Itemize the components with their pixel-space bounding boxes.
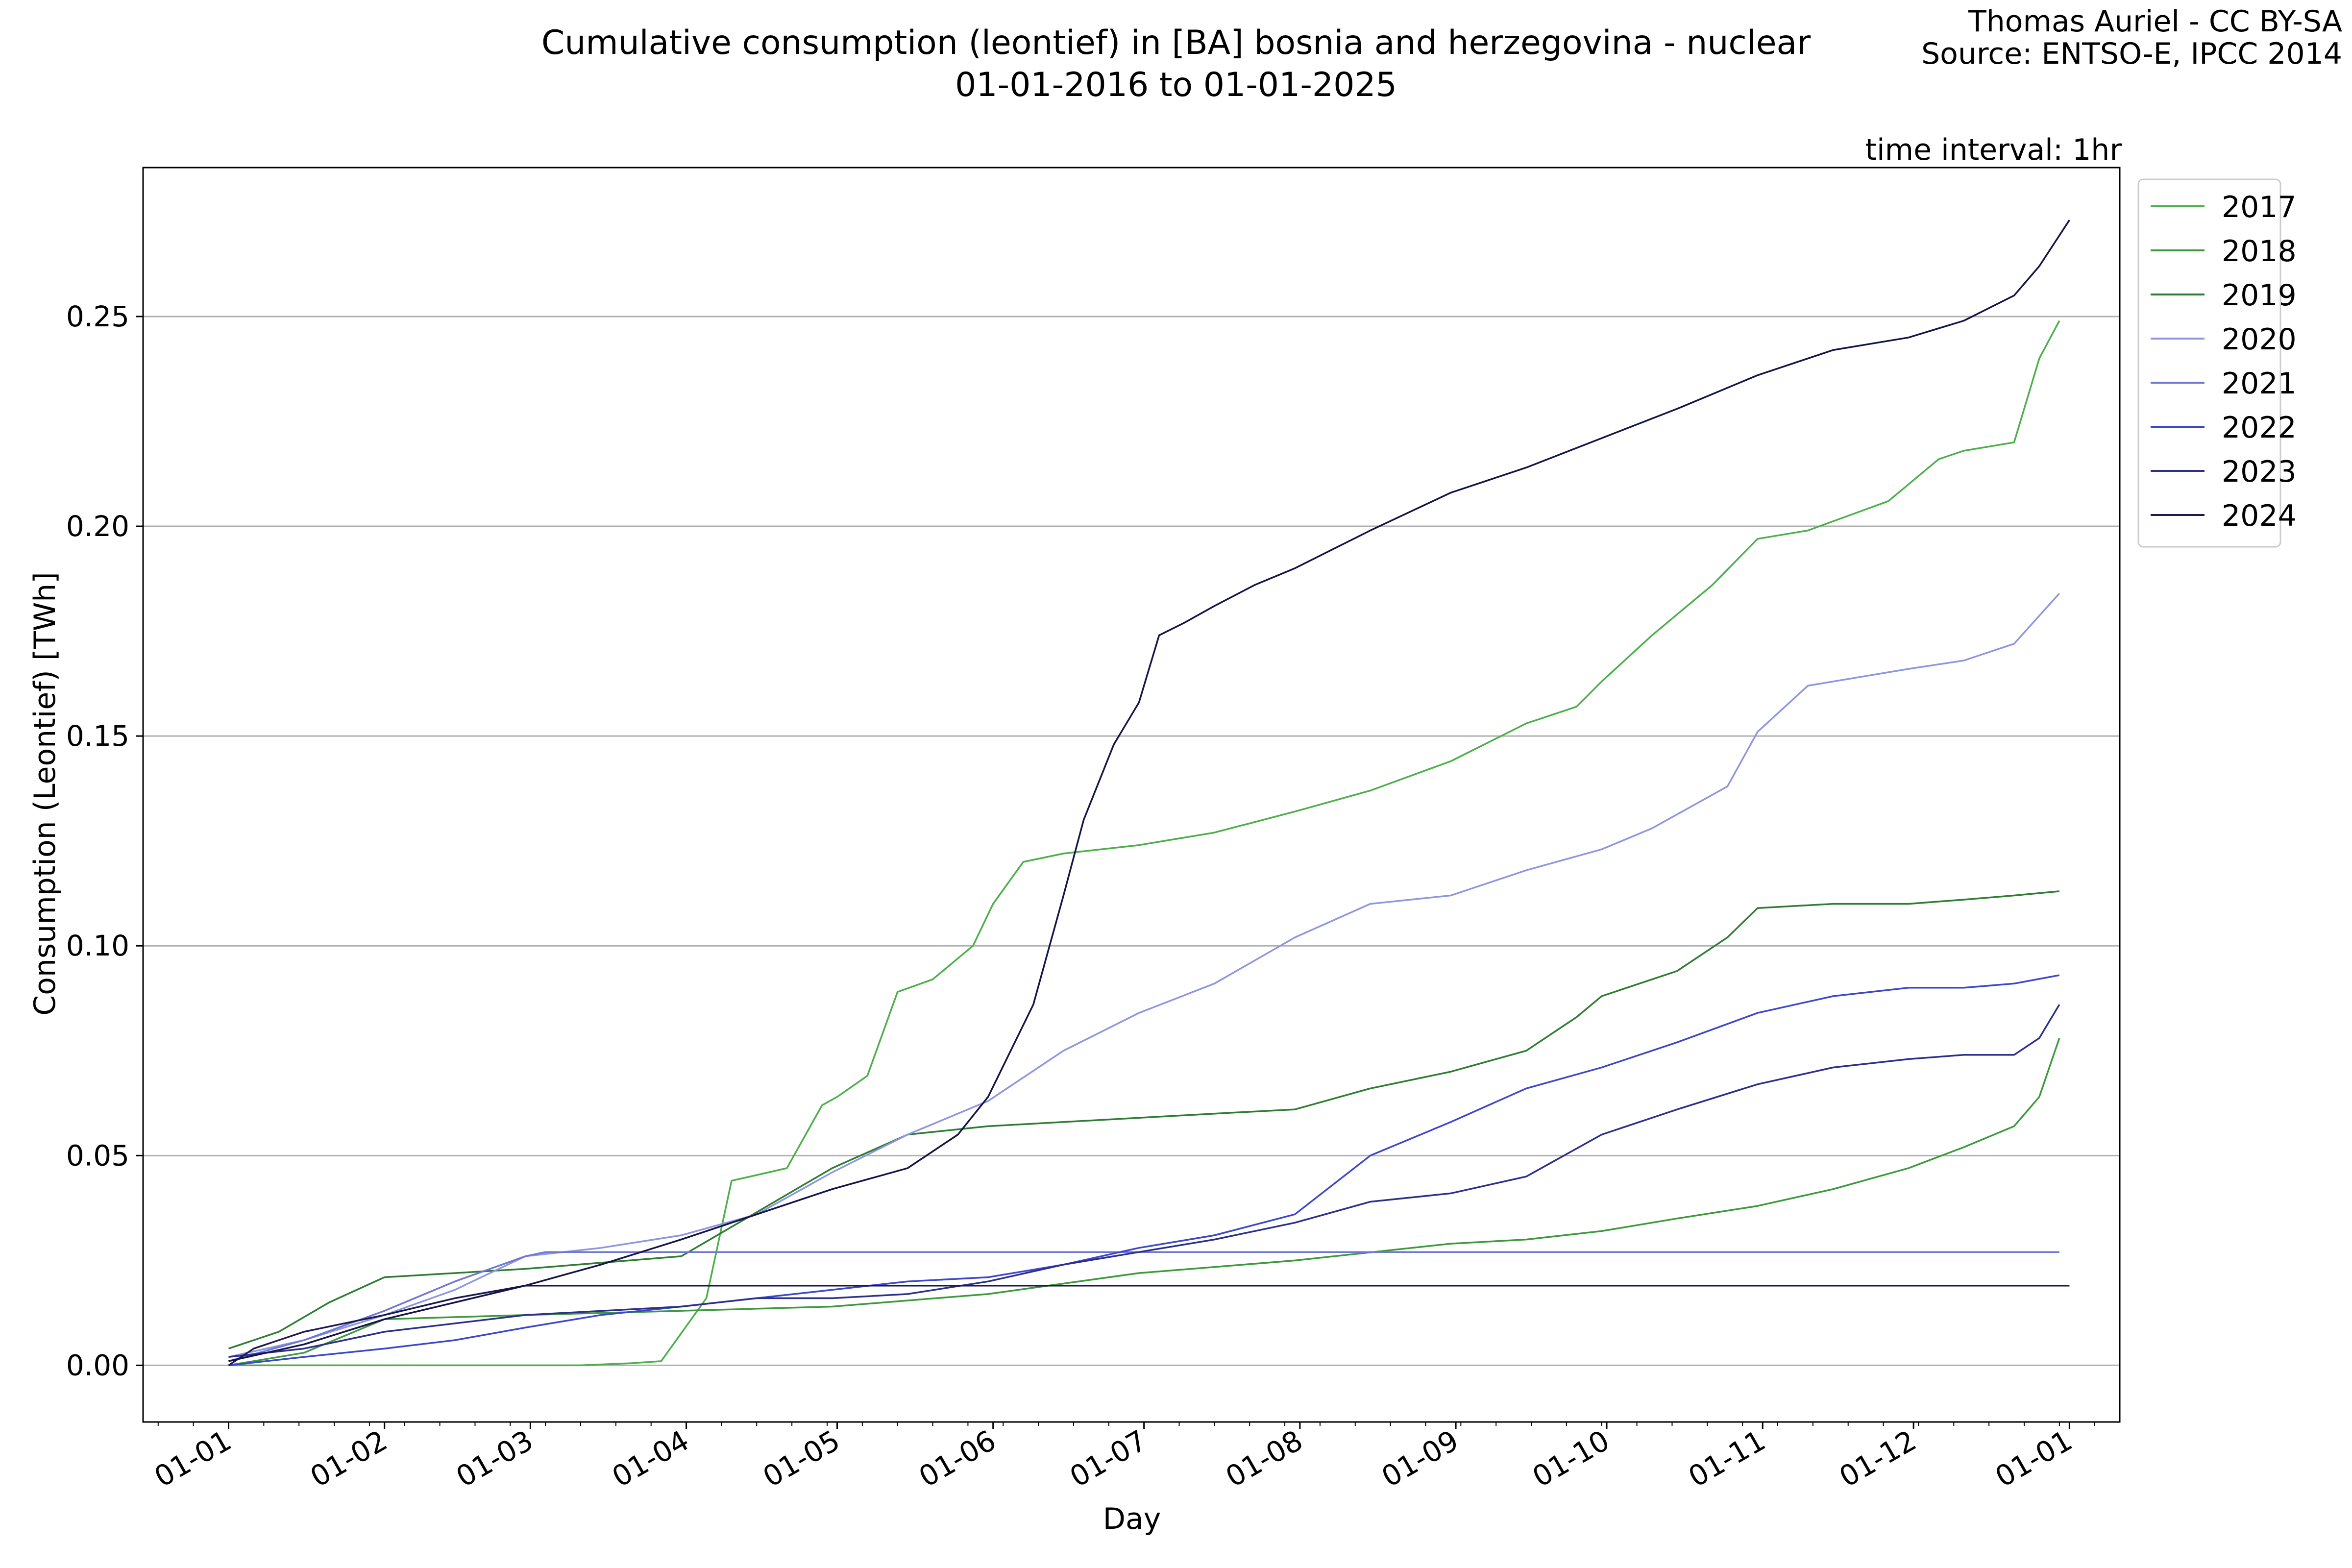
x-tick-label: 01-09	[1376, 1423, 1464, 1494]
credit-source: Source: ENTSO-E, IPCC 2014	[1921, 37, 2342, 71]
y-tick-label: 0.15	[66, 719, 129, 753]
grid	[143, 316, 2120, 1366]
series-line-2024	[228, 220, 2070, 1362]
axes: 0.00 0.05 0.10 0.15 0.20 0.25 01-01 01-02 01-03 0…	[66, 300, 2095, 1494]
y-tick-label: 0.25	[66, 300, 129, 333]
x-tick-label: 01-04	[607, 1423, 695, 1494]
legend-label: 2023	[2222, 455, 2297, 489]
y-tick-label: 0.10	[66, 929, 129, 962]
x-tick-label: 01-08	[1220, 1423, 1308, 1494]
y-tick-label: 0.00	[66, 1348, 129, 1382]
series-line-2020	[228, 592, 2060, 1358]
chart-title: Cumulative consumption (leontief) in [BA…	[541, 24, 1811, 62]
series-line-2022	[228, 974, 2060, 1367]
legend-label: 2024	[2222, 499, 2297, 533]
x-tick-label: 01-10	[1527, 1423, 1615, 1494]
x-axis-label: Day	[1103, 1502, 1161, 1536]
time-interval-label: time interval: 1hr	[1865, 133, 2122, 167]
series-line-2019	[228, 890, 2059, 1349]
series-line-2021	[228, 1251, 2059, 1362]
y-axis-label: Consumption (Leontief) [TWh]	[28, 572, 62, 1015]
x-tick-label: 01-06	[913, 1423, 1002, 1494]
legend-label: 2021	[2222, 367, 2297, 401]
x-tick-label: 01-12	[1834, 1423, 1922, 1494]
legend-box	[2137, 178, 2281, 548]
legend-label: 2018	[2222, 234, 2297, 269]
x-tick-label: 01-07	[1064, 1423, 1152, 1494]
series-line-2023	[228, 1004, 2060, 1358]
legend-label: 2020	[2222, 322, 2297, 357]
legend-label: 2022	[2222, 411, 2297, 445]
x-tick-label: 01-11	[1683, 1423, 1771, 1494]
plot-frame	[142, 167, 2121, 1423]
y-tick-label: 0.05	[66, 1139, 129, 1172]
chart-subtitle: 01-01-2016 to 01-01-2025	[955, 66, 1397, 104]
legend-label: 2019	[2222, 278, 2297, 313]
x-tick-label: 01-02	[305, 1423, 393, 1494]
y-tick-label: 0.20	[66, 510, 129, 543]
x-tick-label: 01-01	[1989, 1423, 2078, 1494]
legend: 2017 2018 2019 2020 2021 2022 2023 2024	[2137, 178, 2297, 548]
series-line-2024	[228, 1284, 2070, 1366]
series-line-2018	[228, 1038, 2060, 1367]
legend-label: 2017	[2222, 190, 2297, 224]
series-line-2017	[228, 320, 2060, 1367]
plot-lines	[228, 220, 2070, 1367]
x-tick-label: 01-03	[450, 1423, 539, 1494]
x-tick-label: 01-01	[149, 1423, 237, 1494]
credit-author: Thomas Auriel - CC BY-SA	[1968, 4, 2342, 39]
x-tick-label: 01-05	[758, 1423, 846, 1494]
